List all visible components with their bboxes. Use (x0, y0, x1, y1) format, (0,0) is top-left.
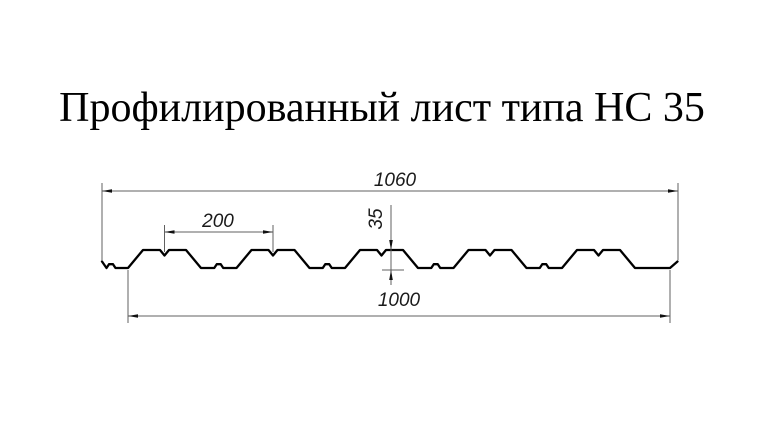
dim-profile-height-arrow-0 (389, 240, 393, 250)
dim-working-width-arrow-0 (128, 314, 138, 318)
dim-overall-width-arrow-0 (102, 189, 112, 193)
dim-rib-pitch-label: 200 (201, 211, 234, 232)
dim-overall-width-arrow-1 (668, 189, 678, 193)
sheet-profile-outline (100, 248, 679, 270)
dim-profile-height-arrow-1 (389, 270, 393, 280)
dim-working-width-label: 1000 (378, 290, 421, 311)
dim-rib-pitch-arrow-0 (164, 230, 175, 234)
page-title: Профилированный лист типа НС 35 (59, 85, 705, 131)
dim-overall-width-label: 1060 (374, 170, 417, 191)
dim-rib-pitch-arrow-1 (263, 230, 273, 234)
dim-working-width-arrow-1 (660, 314, 670, 318)
dim-profile-height-label: 35 (366, 208, 387, 230)
